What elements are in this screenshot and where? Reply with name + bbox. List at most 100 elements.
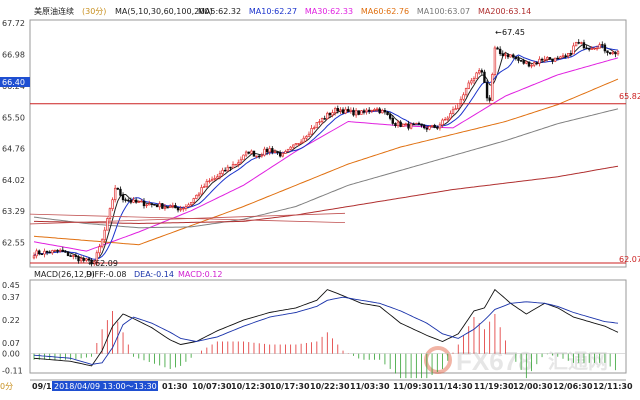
candle <box>281 153 284 157</box>
candle <box>501 53 504 57</box>
candle <box>323 118 326 120</box>
time-tick-label: 10/22:30 <box>310 382 350 391</box>
macd-macd-label: MACD:0.12 <box>178 270 223 279</box>
candle <box>485 82 489 99</box>
macd-lines <box>33 288 619 367</box>
candle <box>171 205 174 207</box>
candle <box>244 151 248 156</box>
candle <box>72 255 75 257</box>
candle <box>158 203 161 208</box>
ma-line-ma5 <box>33 43 619 262</box>
crosshair-time-bg <box>52 381 158 391</box>
candle <box>237 162 240 165</box>
period-label: (30分) <box>82 7 106 16</box>
candle <box>271 148 274 153</box>
candle <box>551 58 554 62</box>
candle <box>142 200 146 207</box>
candle <box>213 177 216 180</box>
candle <box>535 62 539 64</box>
candle <box>103 229 106 241</box>
candle <box>69 255 72 257</box>
candle <box>252 150 256 157</box>
candle <box>111 199 114 210</box>
current-price-tag-bg <box>0 77 30 87</box>
candle <box>260 154 264 157</box>
candle <box>197 193 201 196</box>
time-tick-label: 10/12:30 <box>231 382 271 391</box>
candle <box>124 199 127 201</box>
candle <box>320 118 324 122</box>
candle <box>559 56 562 59</box>
candle <box>354 110 358 116</box>
candle <box>532 62 536 66</box>
candle <box>556 57 559 60</box>
candle <box>326 112 329 119</box>
watermark: FX678 汇通网 <box>424 346 608 376</box>
candle <box>407 123 410 129</box>
candle <box>577 42 580 44</box>
candle <box>386 111 389 115</box>
candle <box>472 78 476 82</box>
candle <box>428 126 431 130</box>
ma-line-ma200 <box>34 165 619 225</box>
candle <box>137 201 140 203</box>
candle <box>258 155 261 158</box>
ma-legend-item: MA60:62.76 <box>361 7 409 16</box>
candle <box>187 204 190 207</box>
candle <box>519 60 523 62</box>
candle <box>409 123 413 129</box>
candle <box>394 123 397 127</box>
candle <box>553 57 557 62</box>
high-annotation: 67.45 <box>502 28 525 37</box>
candle <box>145 204 148 207</box>
candle <box>40 253 44 256</box>
ma-legend-item: MA100:63.07 <box>417 7 470 16</box>
candle <box>184 206 188 209</box>
candle <box>582 42 586 49</box>
candle <box>333 108 337 113</box>
candle <box>292 144 295 148</box>
candle <box>598 44 601 49</box>
candle <box>425 127 429 130</box>
price-tick-label: 67.72 <box>2 19 25 28</box>
candle <box>82 258 85 261</box>
candle <box>404 123 408 125</box>
candle <box>587 47 591 50</box>
candle <box>38 250 41 255</box>
time-tick-label: 11/03:30 <box>350 382 390 391</box>
candle <box>580 42 583 44</box>
candle <box>430 124 434 127</box>
candle <box>45 250 49 253</box>
candle <box>307 133 311 137</box>
candle <box>381 110 384 114</box>
ma-legend-item: MA30:62.33 <box>305 7 353 16</box>
candle <box>51 250 54 254</box>
candle <box>53 249 57 252</box>
candle <box>66 251 70 257</box>
candle <box>268 148 271 153</box>
candle <box>208 180 211 183</box>
candle <box>195 194 198 199</box>
candle <box>368 109 371 112</box>
candle <box>161 203 164 209</box>
current-price-tag: 66.40 <box>2 78 25 87</box>
candle <box>488 97 491 101</box>
candle <box>61 249 65 252</box>
candle <box>336 108 339 112</box>
candle <box>200 187 203 195</box>
candle <box>517 58 520 61</box>
candle <box>127 199 130 202</box>
candle <box>231 164 235 169</box>
candle <box>614 52 617 55</box>
candle <box>451 109 455 114</box>
candle <box>538 58 541 64</box>
candle <box>423 125 426 129</box>
candle <box>64 251 67 253</box>
candle <box>242 154 245 161</box>
candle <box>569 53 573 55</box>
hline-lower-label: 62.07 <box>619 255 640 264</box>
time-tick-label: 01:30 <box>162 382 188 391</box>
candle <box>530 64 533 67</box>
